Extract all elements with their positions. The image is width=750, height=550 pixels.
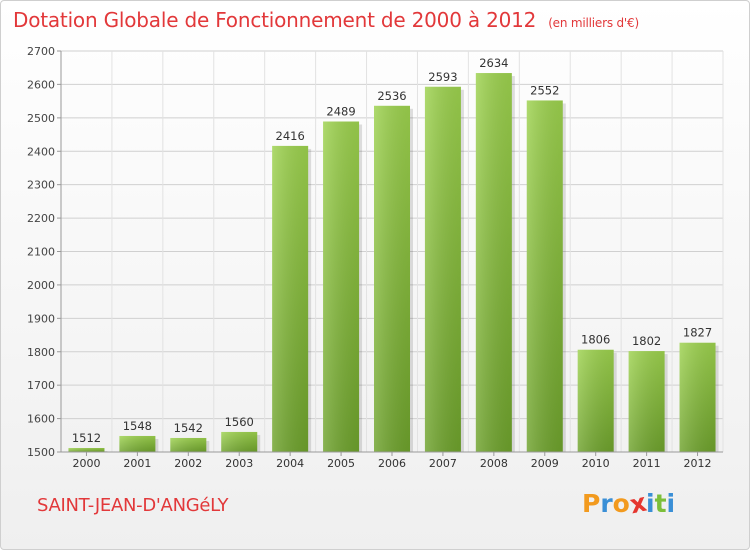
y-tick-label: 2700 [27, 45, 55, 58]
bar-highlight [68, 447, 105, 452]
bar-chart: 1512 1548 1542 1560 2416 2489 2536 2593 2634 2552… [27, 45, 724, 470]
bar-highlight [577, 349, 614, 452]
x-tick-label-2007: 2007 [429, 457, 457, 470]
value-label-2003: 1560 [225, 415, 254, 429]
bar-highlight [679, 342, 716, 452]
x-tick-label-2009: 2009 [531, 457, 559, 470]
y-tick-label: 1700 [27, 379, 55, 392]
value-label-2010: 1806 [581, 333, 610, 347]
bar-highlight [119, 435, 156, 452]
bar-highlight [526, 100, 563, 452]
logo-letter: i [646, 489, 655, 518]
value-label-2000: 1512 [72, 431, 101, 445]
value-label-2011: 1802 [632, 334, 661, 348]
value-label-2012: 1827 [683, 326, 712, 340]
y-tick-label: 2600 [27, 78, 55, 91]
x-tick-label-2001: 2001 [123, 457, 151, 470]
x-tick-label-2000: 2000 [72, 457, 100, 470]
logo-letter: r [600, 489, 613, 518]
logo-letter: t [654, 489, 667, 518]
y-tick-label: 1900 [27, 312, 55, 325]
value-label-2009: 2552 [530, 83, 559, 97]
y-tick-label: 2200 [27, 212, 55, 225]
x-tick-label-2005: 2005 [327, 457, 355, 470]
value-label-2002: 1542 [174, 421, 203, 435]
bar-highlight [628, 351, 665, 452]
x-tick-label-2008: 2008 [480, 457, 508, 470]
y-tick-label: 1600 [27, 413, 55, 426]
y-tick-label: 2400 [27, 145, 55, 158]
bar-highlight [221, 431, 258, 452]
x-tick-label-2003: 2003 [225, 457, 253, 470]
x-tick-label-2004: 2004 [276, 457, 304, 470]
x-tick-label-2011: 2011 [633, 457, 661, 470]
y-tick-label: 2100 [27, 246, 55, 259]
logo-letter: i [666, 489, 676, 518]
title-unit: (en milliers d'€) [548, 16, 639, 30]
value-label-2004: 2416 [276, 129, 305, 143]
y-tick-label: 1500 [27, 446, 55, 459]
x-tick-label-2002: 2002 [174, 457, 202, 470]
value-label-2001: 1548 [123, 419, 152, 433]
y-tick-label: 1800 [27, 346, 55, 359]
commune-name: SAINT-JEAN-D'ANGéLY [37, 495, 229, 516]
x-tick-label-2012: 2012 [684, 457, 712, 470]
bar-highlight [475, 73, 512, 453]
value-label-2005: 2489 [326, 105, 355, 119]
x-tick-label-2006: 2006 [378, 457, 406, 470]
bar-highlight [272, 145, 309, 453]
chart-title: Dotation Globale de Fonctionnement de 20… [13, 8, 639, 32]
logo-letter: P [582, 489, 601, 518]
y-tick-label: 2300 [27, 179, 55, 192]
logo-letter: o [612, 489, 630, 518]
bar-highlight [424, 86, 461, 453]
y-tick-label: 2500 [27, 112, 55, 125]
value-label-2007: 2593 [428, 70, 457, 84]
title-text: Dotation Globale de Fonctionnement de 20… [13, 8, 537, 32]
bar-highlight [374, 105, 410, 452]
proxiti-logo: Proxiti [582, 488, 676, 520]
bar-highlight [170, 437, 207, 452]
x-tick-label-2010: 2010 [582, 457, 610, 470]
value-label-2008: 2634 [479, 56, 508, 70]
y-tick-label: 2000 [27, 279, 55, 292]
bar-highlight [323, 121, 360, 453]
value-label-2006: 2536 [377, 89, 406, 103]
